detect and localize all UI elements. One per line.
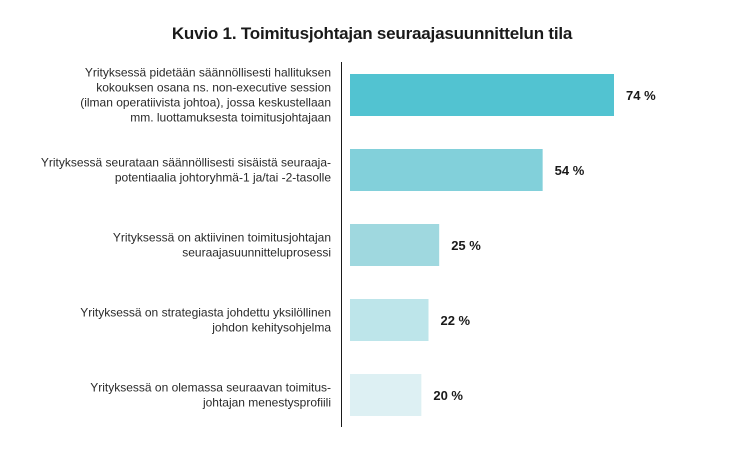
category-label-3: Yrityksessä on aktiivinen toimitusjohtaj…: [113, 231, 331, 260]
bar-3: [350, 224, 440, 266]
category-label-line: Yrityksessä on olemassa seuraavan toimit…: [90, 381, 331, 395]
category-label-line: johdon kehitysohjelma: [211, 321, 331, 335]
value-label-1: 74 %: [626, 88, 656, 103]
value-label-2: 54 %: [555, 163, 585, 178]
bar-4: [350, 299, 429, 341]
category-label-line: seuraajasuunnitteluprosessi: [182, 246, 331, 260]
chart-title: Kuvio 1. Toimitusjohtajan seuraajasuunni…: [171, 24, 573, 43]
category-label-line: kokouksen osana ns. non-executive sessio…: [96, 81, 331, 95]
category-label-4: Yrityksessä on strategiasta johdettu yks…: [80, 306, 331, 335]
bar-1: [350, 74, 614, 116]
category-label-2: Yrityksessä seurataan säännöllisesti sis…: [41, 156, 331, 185]
bar-2: [350, 149, 543, 191]
category-label-line: Yrityksessä pidetään säännöllisesti hall…: [85, 66, 331, 80]
value-label-5: 20 %: [433, 388, 463, 403]
category-label-line: Yrityksessä on strategiasta johdettu yks…: [80, 306, 331, 320]
bars: 74 % Yrityksessä pidetään säännöllisesti …: [41, 66, 656, 416]
category-label-line: Yrityksessä on aktiivinen toimitusjohtaj…: [113, 231, 331, 245]
category-label-line: potentiaalia johtoryhmä-1 ja/tai -2-taso…: [115, 171, 331, 185]
category-label-line: mm. luottamuksesta toimitusjohtajaan: [130, 111, 331, 125]
category-label-line: johtajan menestysprofiili: [202, 396, 331, 410]
value-label-3: 25 %: [451, 238, 481, 253]
value-label-4: 22 %: [440, 313, 470, 328]
bar-5: [350, 374, 422, 416]
category-label-line: (ilman operatiivista johtoa), jossa kesk…: [80, 96, 331, 110]
category-label-1: Yrityksessä pidetään säännöllisesti hall…: [80, 66, 331, 125]
category-label-line: Yrityksessä seurataan säännöllisesti sis…: [41, 156, 331, 170]
category-label-5: Yrityksessä on olemassa seuraavan toimit…: [90, 381, 331, 410]
